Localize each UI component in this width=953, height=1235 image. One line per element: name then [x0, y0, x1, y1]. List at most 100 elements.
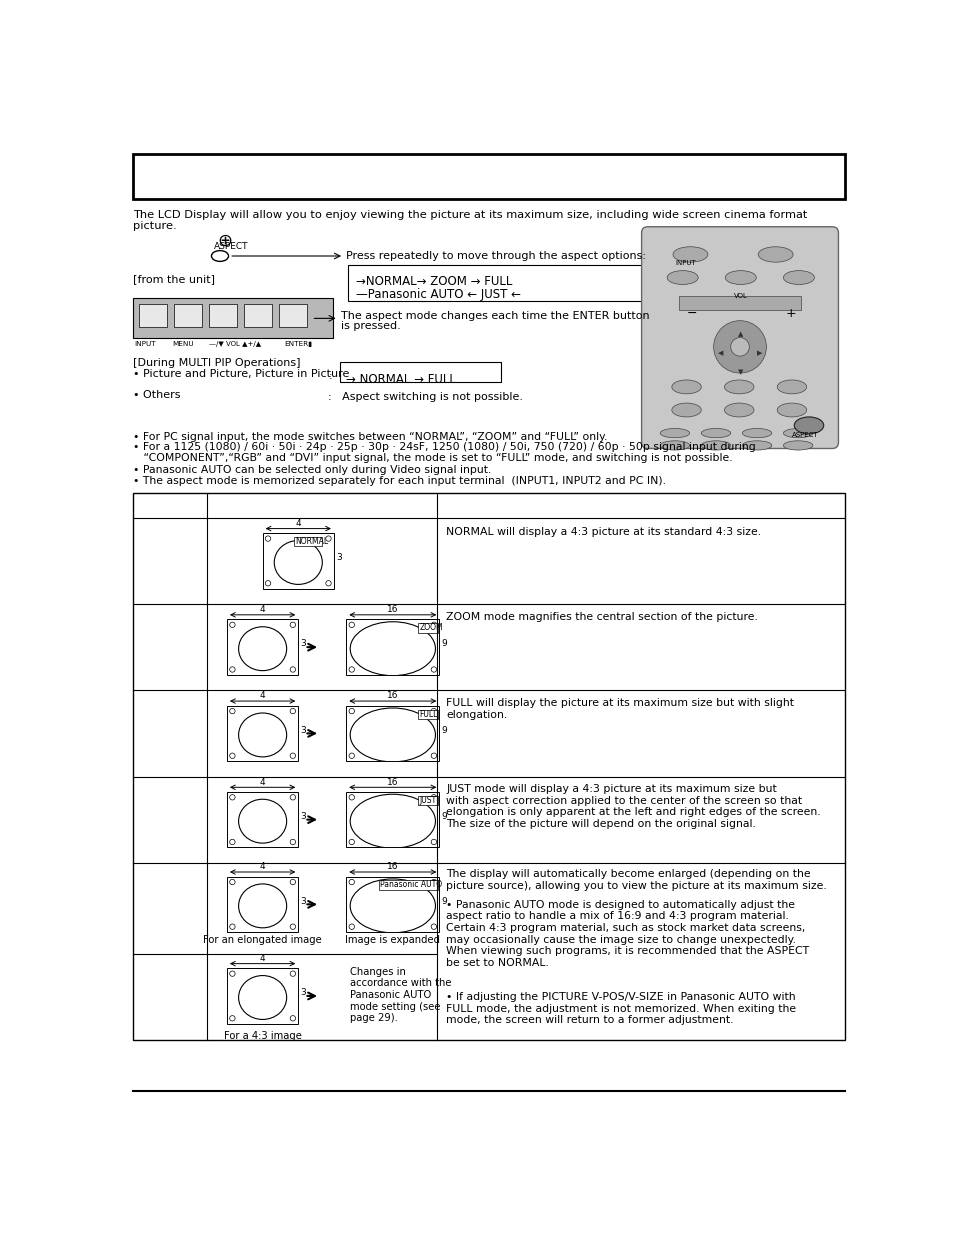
Text: • For a 1125 (1080) / 60i · 50i · 24p · 25p · 30p · 24sF, 1250 (1080) / 50i, 750: • For a 1125 (1080) / 60i · 50i · 24p · … [133, 442, 755, 452]
Text: Image is expanded: Image is expanded [345, 935, 440, 945]
Text: Press repeatedly to move through the aspect options:: Press repeatedly to move through the asp… [346, 251, 645, 261]
Ellipse shape [671, 380, 700, 394]
Text: [During MULTI PIP Operations]: [During MULTI PIP Operations] [133, 358, 300, 368]
Bar [244, 304, 272, 327]
Bar [378, 881, 437, 889]
Text: 9: 9 [441, 811, 447, 821]
Text: 16: 16 [387, 778, 398, 787]
Ellipse shape [723, 403, 753, 417]
Text: →NORMAL→ ZOOM → FULL: →NORMAL→ ZOOM → FULL [355, 275, 512, 288]
Text: 9: 9 [441, 726, 447, 735]
Text: 3: 3 [300, 640, 306, 648]
Ellipse shape [730, 337, 748, 356]
Text: 3: 3 [335, 553, 341, 562]
Text: ◀: ◀ [718, 350, 723, 356]
Ellipse shape [741, 429, 771, 437]
Text: • Picture and Picture, Picture in Picture: • Picture and Picture, Picture in Pictur… [133, 369, 349, 379]
Ellipse shape [782, 441, 812, 450]
Ellipse shape [671, 403, 700, 417]
Text: “COMPONENT”,“RGB” and “DVI” input signal, the mode is set to “FULL” mode, and sw: “COMPONENT”,“RGB” and “DVI” input signal… [133, 453, 732, 463]
Bar [348, 266, 645, 300]
Ellipse shape [724, 270, 756, 284]
Text: 4: 4 [259, 692, 265, 700]
Text: Changes in
accordance with the
Panasonic AUTO
mode setting (see
page 29).: Changes in accordance with the Panasonic… [350, 967, 451, 1023]
Bar [417, 795, 437, 805]
Ellipse shape [672, 247, 707, 262]
Ellipse shape [782, 429, 812, 437]
Bar [346, 877, 439, 932]
Text: picture.: picture. [133, 221, 176, 231]
Bar [346, 705, 439, 761]
Bar [294, 537, 322, 546]
Ellipse shape [713, 321, 765, 373]
Ellipse shape [723, 380, 753, 394]
Text: • Panasonic AUTO mode is designed to automatically adjust the
aspect ratio to ha: • Panasonic AUTO mode is designed to aut… [446, 900, 808, 968]
Text: 9: 9 [441, 897, 447, 905]
Bar [227, 620, 298, 674]
Text: ▶: ▶ [757, 350, 761, 356]
Text: The LCD Display will allow you to enjoy viewing the picture at its maximum size,: The LCD Display will allow you to enjoy … [133, 210, 807, 220]
Text: [from the unit]: [from the unit] [133, 274, 215, 284]
Text: ENTER▮: ENTER▮ [284, 341, 313, 347]
Text: 4: 4 [259, 778, 265, 787]
Text: ▲: ▲ [737, 331, 742, 337]
Text: 4: 4 [259, 953, 265, 963]
Text: FULL: FULL [418, 710, 437, 719]
Bar [346, 620, 439, 674]
Bar [174, 304, 202, 327]
Text: +: + [785, 306, 796, 320]
Bar [346, 877, 439, 932]
Text: 9: 9 [441, 640, 447, 648]
Bar [340, 362, 500, 383]
Ellipse shape [212, 251, 229, 262]
Text: MENU: MENU [172, 341, 193, 347]
Bar [346, 792, 439, 847]
Bar [133, 493, 843, 1040]
Text: 3: 3 [300, 726, 306, 735]
Bar [227, 792, 298, 847]
Bar [227, 877, 298, 932]
Bar [346, 792, 439, 847]
Ellipse shape [777, 403, 806, 417]
Text: ASPECT: ASPECT [213, 242, 248, 251]
Text: :: : [328, 370, 332, 380]
Text: 3: 3 [300, 897, 306, 905]
Text: 4: 4 [259, 605, 265, 614]
Text: JUST mode will display a 4:3 picture at its maximum size but
with aspect correct: JUST mode will display a 4:3 picture at … [446, 784, 821, 829]
Text: :   Aspect switching is not possible.: : Aspect switching is not possible. [328, 391, 523, 401]
Bar [262, 534, 334, 589]
Text: 4: 4 [259, 862, 265, 871]
Bar [417, 624, 437, 632]
Bar [227, 968, 298, 1024]
Text: ⊕: ⊕ [217, 231, 233, 249]
Text: 16: 16 [387, 605, 398, 614]
Ellipse shape [758, 247, 792, 262]
Bar [139, 304, 167, 327]
Text: Panasonic AUTO: Panasonic AUTO [380, 881, 442, 889]
Text: • Others: • Others [133, 390, 180, 400]
Bar [417, 710, 437, 719]
Text: —Panasonic AUTO ← JUST ←: —Panasonic AUTO ← JUST ← [355, 288, 520, 301]
Bar [346, 705, 439, 761]
Ellipse shape [700, 429, 730, 437]
Ellipse shape [741, 441, 771, 450]
Text: NORMAL: NORMAL [294, 537, 328, 546]
Bar [209, 304, 236, 327]
Text: INPUT: INPUT [674, 259, 695, 266]
Text: → NORMAL → FULL: → NORMAL → FULL [346, 373, 456, 387]
FancyBboxPatch shape [641, 227, 838, 448]
Text: The display will automatically become enlarged (depending on the
picture source): The display will automatically become en… [446, 869, 826, 890]
Text: ZOOM: ZOOM [418, 624, 442, 632]
Bar [346, 620, 439, 674]
Text: −: − [686, 306, 697, 320]
Text: 16: 16 [387, 862, 398, 871]
Text: —/▼ VOL ▲+/▲: —/▼ VOL ▲+/▲ [209, 341, 261, 347]
Ellipse shape [666, 270, 698, 284]
Text: • If adjusting the PICTURE V-POS/V-SIZE in Panasonic AUTO with
FULL mode, the ad: • If adjusting the PICTURE V-POS/V-SIZE … [446, 992, 796, 1025]
Text: NORMAL will display a 4:3 picture at its standard 4:3 size.: NORMAL will display a 4:3 picture at its… [446, 527, 760, 537]
Bar [133, 154, 843, 199]
Text: is pressed.: is pressed. [340, 321, 400, 331]
Bar [278, 304, 307, 327]
Text: ZOOM mode magnifies the central section of the picture.: ZOOM mode magnifies the central section … [446, 611, 758, 621]
Text: • The aspect mode is memorized separately for each input terminal  (INPUT1, INPU: • The aspect mode is memorized separatel… [133, 477, 665, 487]
